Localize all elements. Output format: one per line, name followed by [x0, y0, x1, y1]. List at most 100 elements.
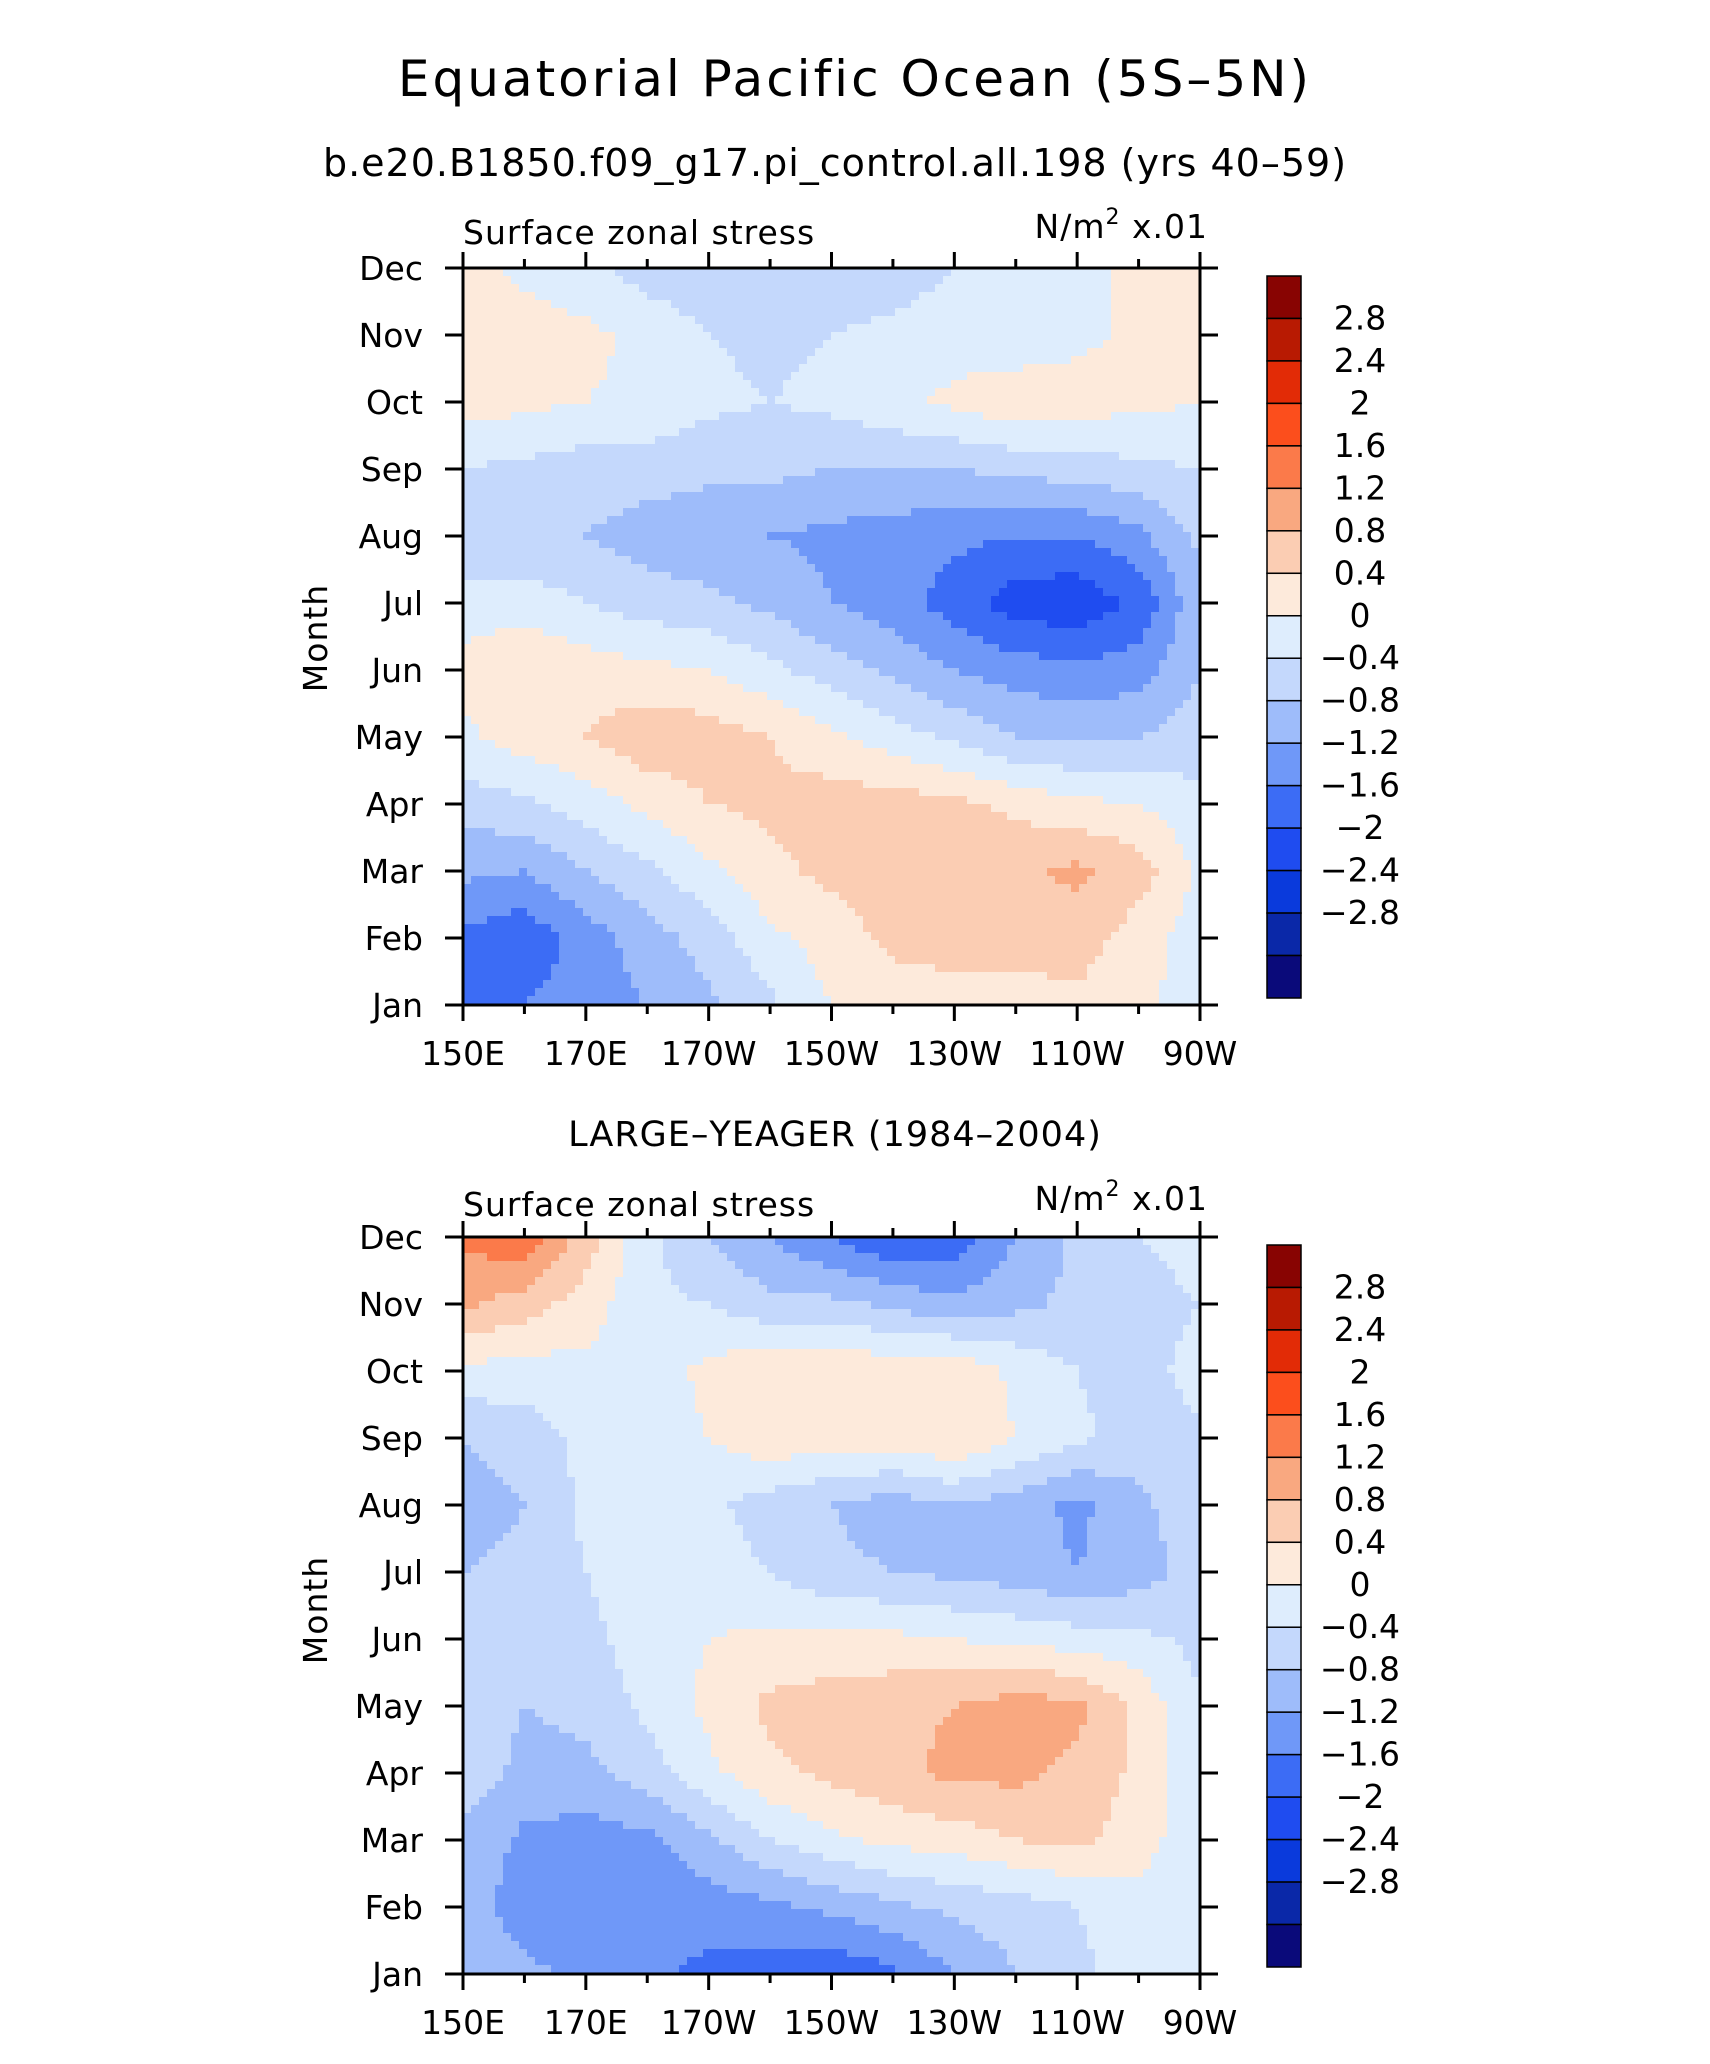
contour-cell — [615, 444, 624, 453]
contour-cell — [951, 572, 960, 581]
contour-cell — [591, 572, 600, 581]
contour-cell — [479, 364, 488, 373]
contour-cell — [1191, 364, 1200, 373]
contour-cell — [511, 548, 520, 557]
contour-cell — [487, 652, 496, 661]
contour-cell — [855, 660, 864, 669]
contour-cell — [879, 652, 888, 661]
contour-cell — [687, 428, 696, 437]
contour-cell — [711, 556, 720, 565]
contour-cell — [935, 572, 944, 581]
contour-cell — [1087, 636, 1096, 645]
contour-cell — [1023, 636, 1032, 645]
contour-cell — [663, 284, 672, 293]
units-superscript: 2 — [1106, 205, 1121, 230]
contour-cell — [679, 572, 688, 581]
contour-cell — [903, 396, 912, 405]
contour-cell — [991, 380, 1000, 389]
contour-cell — [687, 644, 696, 653]
contour-cell — [951, 540, 960, 549]
contour-cell — [783, 428, 792, 437]
contour-cell — [599, 572, 608, 581]
contour-cell — [1071, 364, 1080, 373]
contour-cell — [1087, 460, 1096, 469]
contour-cell — [471, 660, 480, 669]
contour-cell — [1055, 364, 1064, 373]
contour-cell — [615, 540, 624, 549]
contour-cell — [583, 692, 592, 701]
contour-cell — [831, 284, 840, 293]
contour-cell — [943, 316, 952, 325]
contour-cell — [1111, 428, 1120, 437]
contour-cell — [647, 500, 656, 509]
contour-cell — [695, 268, 704, 277]
contour-cell — [695, 516, 704, 525]
contour-cell — [735, 292, 744, 301]
contour-cell — [951, 684, 960, 693]
contour-cell — [607, 444, 616, 453]
contour-cell — [471, 428, 480, 437]
contour-cell — [935, 604, 944, 613]
contour-cell — [783, 348, 792, 357]
contour-cell — [463, 348, 472, 357]
contour-cell — [607, 524, 616, 533]
contour-cell — [943, 500, 952, 509]
contour-cell — [1119, 652, 1128, 661]
contour-cell — [575, 484, 584, 493]
contour-cell — [1151, 524, 1160, 533]
contour-cell — [671, 420, 680, 429]
contour-cell — [471, 412, 480, 421]
contour-cell — [975, 268, 984, 277]
contour-cell — [695, 316, 704, 325]
contour-cell — [847, 316, 856, 325]
contour-cell — [847, 508, 856, 517]
contour-cell — [639, 340, 648, 349]
contour-cell — [775, 348, 784, 357]
contour-cell — [951, 324, 960, 333]
contour-cell — [1167, 308, 1176, 317]
contour-cell — [1167, 404, 1176, 413]
contour-cell — [847, 660, 856, 669]
contour-cell — [631, 564, 640, 573]
contour-cell — [967, 324, 976, 333]
contour-cell — [911, 316, 920, 325]
contour-cell — [799, 484, 808, 493]
contour-cell — [487, 332, 496, 341]
contour-cell — [687, 348, 696, 357]
contour-cell — [599, 540, 608, 549]
contour-cell — [959, 668, 968, 677]
contour-cell — [855, 412, 864, 421]
contour-cell — [719, 300, 728, 309]
contour-cell — [1063, 556, 1072, 565]
contour-cell — [463, 660, 472, 669]
contour-cell — [663, 652, 672, 661]
contour-cell — [1095, 292, 1104, 301]
contour-cell — [679, 372, 688, 381]
contour-cell — [583, 476, 592, 485]
contour-cell — [495, 564, 504, 573]
contour-cell — [943, 452, 952, 461]
contour-cell — [623, 612, 632, 621]
contour-cell — [879, 668, 888, 677]
contour-cell — [503, 620, 512, 629]
contour-cell — [1071, 460, 1080, 469]
contour-cell — [775, 580, 784, 589]
contour-cell — [911, 604, 920, 613]
contour-cell — [511, 660, 520, 669]
contour-cell — [935, 268, 944, 277]
contour-cell — [479, 612, 488, 621]
contour-cell — [1119, 356, 1128, 365]
contour-cell — [1143, 332, 1152, 341]
contour-cell — [743, 676, 752, 685]
contour-cell — [503, 300, 512, 309]
contour-cell — [1183, 668, 1192, 677]
contour-cell — [775, 652, 784, 661]
contour-cell — [543, 596, 552, 605]
contour-cell — [1079, 372, 1088, 381]
contour-cell — [1095, 532, 1104, 541]
contour-cell — [1103, 348, 1112, 357]
contour-cell — [631, 372, 640, 381]
contour-cell — [919, 356, 928, 365]
contour-cell — [927, 524, 936, 533]
contour-cell — [759, 332, 768, 341]
